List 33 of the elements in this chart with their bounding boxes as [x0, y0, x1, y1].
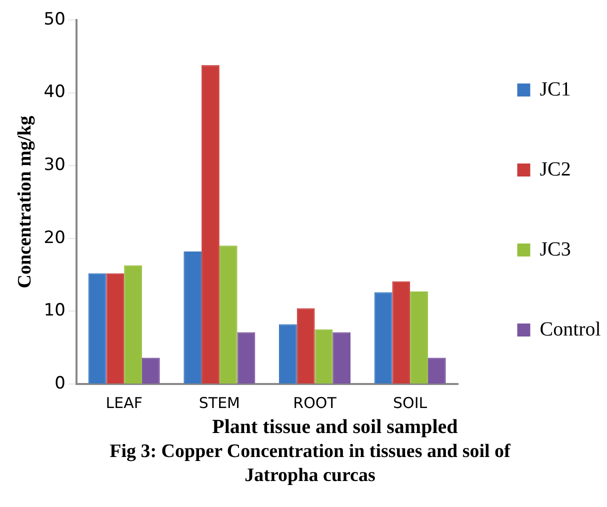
bar [184, 252, 202, 384]
y-tick-label: 0 [54, 373, 66, 394]
bar [428, 358, 446, 384]
bar [106, 273, 124, 384]
legend-label: Control [540, 318, 602, 340]
x-tick-label: STEM [198, 394, 240, 412]
bar [142, 358, 160, 384]
bar [237, 332, 256, 384]
x-tick-label: ROOT [293, 394, 338, 412]
bar [314, 329, 333, 384]
bar [124, 265, 142, 384]
x-axis-title: Plant tissue and soil sampled [212, 416, 458, 438]
bar [392, 281, 410, 384]
y-tick-label: 40 [44, 82, 66, 102]
y-tick-label: 10 [44, 300, 66, 321]
bar [332, 332, 351, 384]
bar [410, 292, 428, 384]
bar [279, 324, 297, 384]
x-tick-label: LEAF [106, 394, 142, 412]
bar [88, 273, 106, 384]
legend-label: JC2 [540, 158, 571, 180]
bar [296, 308, 315, 384]
y-axis-title: Concentration mg/kg [14, 115, 36, 288]
x-tick-label: SOIL [393, 394, 428, 412]
y-tick-label: 30 [44, 155, 66, 176]
legend-label: JC1 [540, 78, 571, 100]
bar [374, 292, 392, 384]
bar [202, 65, 220, 384]
legend-label: JC3 [540, 238, 571, 260]
caption: Fig 3: Copper Concentration in tissues and soil of Jatropha curcas [108, 440, 512, 488]
y-tick-label: 50 [44, 9, 66, 30]
y-tick-label: 20 [44, 228, 66, 248]
bar [219, 246, 238, 384]
